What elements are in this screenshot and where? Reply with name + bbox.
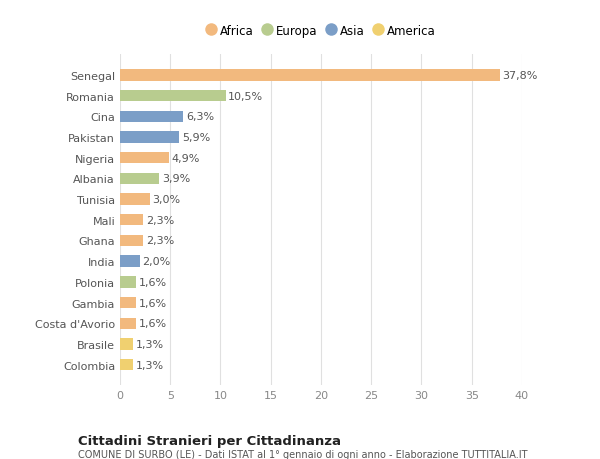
Text: 1,6%: 1,6% (139, 277, 167, 287)
Bar (120, 194, 150, 205)
Bar (120, 174, 159, 185)
Text: 2,3%: 2,3% (146, 215, 174, 225)
Bar (120, 132, 179, 143)
Text: 2,0%: 2,0% (143, 257, 171, 267)
Text: 3,9%: 3,9% (162, 174, 190, 184)
Bar (120, 235, 143, 246)
Bar (120, 70, 500, 81)
Legend: Africa, Europa, Asia, America: Africa, Europa, Asia, America (203, 21, 439, 41)
Bar (120, 297, 136, 308)
Text: 4,9%: 4,9% (172, 153, 200, 163)
Bar (120, 153, 169, 164)
Text: 1,3%: 1,3% (136, 339, 164, 349)
Text: 5,9%: 5,9% (182, 133, 210, 143)
Text: 37,8%: 37,8% (502, 71, 538, 81)
Text: 1,6%: 1,6% (139, 298, 167, 308)
Bar (120, 277, 136, 288)
Bar (120, 91, 226, 102)
Text: 10,5%: 10,5% (228, 91, 263, 101)
Text: 1,3%: 1,3% (136, 360, 164, 370)
Text: Cittadini Stranieri per Cittadinanza: Cittadini Stranieri per Cittadinanza (78, 434, 341, 447)
Bar (120, 256, 140, 267)
Text: COMUNE DI SURBO (LE) - Dati ISTAT al 1° gennaio di ogni anno - Elaborazione TUTT: COMUNE DI SURBO (LE) - Dati ISTAT al 1° … (78, 449, 527, 459)
Text: 6,3%: 6,3% (186, 112, 214, 122)
Bar (120, 215, 143, 226)
Bar (120, 318, 136, 329)
Text: 1,6%: 1,6% (139, 319, 167, 329)
Bar (120, 339, 133, 350)
Text: 2,3%: 2,3% (146, 236, 174, 246)
Bar (120, 359, 133, 370)
Text: 3,0%: 3,0% (152, 195, 181, 205)
Bar (120, 112, 184, 123)
